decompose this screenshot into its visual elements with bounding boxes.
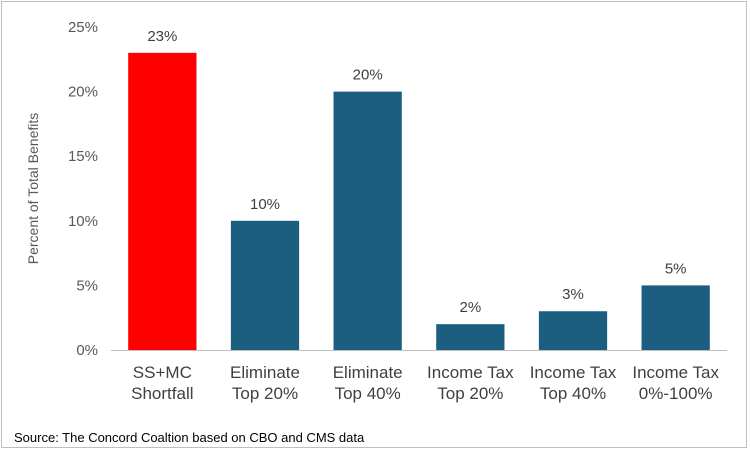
y-tick-label: 15%	[68, 148, 98, 165]
data-label: 10%	[250, 196, 280, 213]
bar	[641, 285, 710, 350]
y-tick-label: 0%	[76, 342, 98, 359]
data-label: 20%	[353, 67, 383, 84]
category-label: SS+MC	[133, 363, 192, 382]
category-label: Income Tax	[632, 363, 719, 382]
bar	[538, 311, 608, 350]
bar	[128, 52, 197, 351]
y-tick-label: 10%	[68, 213, 98, 230]
category-label: Eliminate	[230, 363, 300, 382]
category-label: 0%-100%	[639, 384, 713, 403]
y-axis-ticks: 0% 5% 10% 15% 20% 25%	[68, 19, 98, 359]
category-label: Eliminate	[333, 363, 403, 382]
category-label: Top 20%	[232, 384, 298, 403]
bar	[333, 91, 402, 350]
bar	[230, 220, 300, 350]
category-label: Top 40%	[335, 384, 401, 403]
y-tick-label: 20%	[68, 84, 98, 101]
data-label: 3%	[562, 286, 584, 303]
data-label: 5%	[665, 260, 687, 277]
y-tick-label: 25%	[68, 19, 98, 36]
bars	[128, 52, 710, 351]
category-label: Top 40%	[540, 384, 606, 403]
category-label: Income Tax	[427, 363, 514, 382]
category-label: Top 20%	[437, 384, 503, 403]
data-labels: 23% 10% 20% 2% 3% 5%	[147, 28, 686, 316]
bar	[436, 324, 505, 350]
category-label: Shortfall	[131, 384, 193, 403]
data-label: 23%	[147, 28, 177, 45]
source-note: Source: The Concord Coaltion based on CB…	[14, 430, 365, 445]
data-label: 2%	[459, 299, 481, 316]
y-axis-label: Percent of Total Benefits	[25, 113, 41, 265]
category-labels: SS+MC Shortfall Eliminate Top 20% Eliminate T…	[131, 363, 719, 403]
y-tick-label: 5%	[76, 277, 98, 294]
category-label: Income Tax	[530, 363, 617, 382]
